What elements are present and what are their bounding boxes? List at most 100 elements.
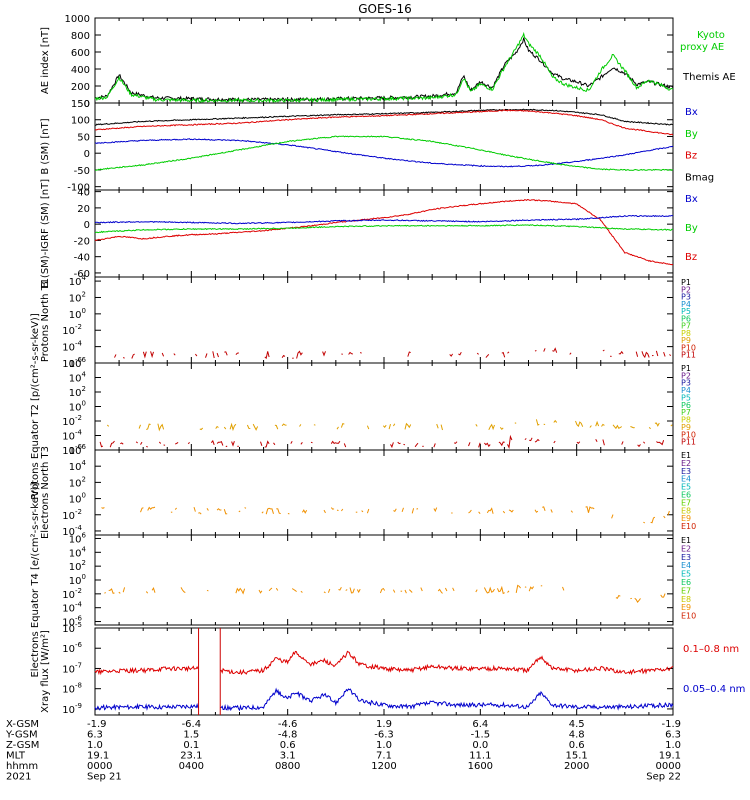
x-row-value: 0800 [275, 761, 300, 772]
y-tick-label: 10-7 [62, 661, 82, 675]
y-axis-label: AE index [nT] [40, 27, 51, 94]
x-row-value: 4.5 [569, 719, 585, 730]
y-tick-label: 102 [69, 559, 86, 573]
legend-entry: Bmag [685, 172, 714, 183]
y-axis-label: B (SM) [nT] [40, 118, 51, 174]
legend-entry: Bz [685, 252, 697, 263]
series-line-11 [99, 434, 665, 450]
y-axis-label: Protons North T1 [40, 278, 51, 362]
legend: Bx By Bz Bmag [685, 107, 714, 183]
x-row-value: -1.5 [471, 730, 491, 741]
legend-entry: P10 [681, 430, 696, 439]
legend-entry: By [685, 223, 698, 234]
y-tick-label: 400 [71, 65, 90, 76]
x-row-label: hhmm [6, 761, 38, 772]
x-row-value: 23.1 [180, 751, 202, 762]
x-row-value: 6.4 [472, 719, 488, 730]
x-row-value: 0.1 [183, 740, 199, 751]
legend-entry: P1 [681, 278, 691, 287]
legend-entry: E5 [681, 570, 691, 579]
y-tick-label: 20 [77, 204, 90, 215]
series-line-1 [95, 108, 674, 126]
x-axis-table: X-GSM -1.9 -6.4 -4.6 1.9 6.4 4.5 -1.9Y-GSM 6.3 1.… [5, 719, 681, 783]
x-row-value: 15.1 [566, 751, 588, 762]
x-row-value: 0000 [656, 761, 681, 772]
panel-frame [94, 449, 674, 536]
legend-entry: P11 [681, 438, 696, 447]
y-tick-label: 106 [69, 443, 87, 457]
x-row-value: 4.8 [569, 730, 585, 741]
x-row-label: MLT [6, 751, 26, 762]
legend-entry: P5 [681, 393, 691, 402]
y-tick-label: 102 [69, 475, 86, 489]
x-row-value: -1.9 [87, 719, 107, 730]
x-row-label: Y-GSM [5, 730, 38, 741]
x-row-value: 6.3 [665, 730, 681, 741]
legend-entry: P4 [681, 300, 691, 309]
legend-entry: E3 [681, 467, 691, 476]
y-tick-label: 1000 [65, 14, 90, 25]
series-line-11 [114, 347, 672, 360]
x-row-value: -6.4 [182, 719, 202, 730]
y-tick-label: 600 [71, 48, 90, 59]
y-axis-label: Xray flux [W/m²] [40, 630, 51, 713]
legend-entry: E8 [681, 506, 691, 515]
legend-entry: P2 [681, 285, 691, 294]
legend-entry: E6 [681, 578, 691, 587]
y-tick-label: 100 [69, 492, 86, 506]
legend-entry: P2 [681, 371, 691, 380]
series-line-3 [94, 224, 673, 234]
panel-frame [94, 276, 674, 364]
y-tick-label: 104 [69, 274, 87, 288]
x-row-value: 1.0 [87, 740, 103, 751]
panel-frame [94, 189, 674, 278]
x-row-label: 2021 [6, 772, 31, 783]
legend-entry: E7 [681, 498, 691, 507]
x-row-value: 19.1 [87, 751, 109, 762]
series-line-9 [102, 507, 673, 523]
legend-entry: E1 [681, 536, 691, 545]
y-tick-label: 40 [77, 188, 90, 199]
legend-entry: P9 [681, 336, 691, 345]
x-row-value: 6.3 [87, 730, 103, 741]
legend-entry: P1 [681, 364, 691, 373]
y-tick-label: 104 [69, 545, 87, 559]
x-row-value: 2000 [564, 761, 589, 772]
y-tick-label: 0 [84, 220, 90, 231]
x-row-value: 1.0 [376, 740, 392, 751]
legend-entry: E9 [681, 514, 691, 523]
legend-entry: P8 [681, 329, 691, 338]
x-row-value: 1.9 [376, 719, 392, 730]
x-row-value: 0.6 [280, 740, 296, 751]
chart-panel-2: 150 100 50 0 -50 -100 B (SM) [nT] Bx By Bz Bmag [40, 99, 714, 194]
y-tick-label: -20 [74, 236, 90, 247]
legend-entry: Kyoto proxy AE [680, 30, 725, 53]
y-tick-label: 0 [84, 99, 90, 110]
legend-entry: E10 [681, 612, 696, 621]
y-tick-label: 10-6 [62, 641, 82, 655]
chart-panel-1: 1000 800 600 400 200 0 AE index [nT] Kyoto proxy… [40, 14, 736, 110]
legend-entry: 0.1–0.8 nm [683, 644, 739, 655]
x-row-value: 3.1 [280, 751, 296, 762]
legend-entry: E7 [681, 586, 691, 595]
legend-entry: P5 [681, 307, 691, 316]
legend: Kyoto proxy AE Themis AE [680, 30, 736, 83]
x-row-label: X-GSM [6, 719, 39, 730]
legend-entry: 0.05–0.4 nm [683, 684, 745, 695]
x-row-value: -4.8 [278, 730, 298, 741]
y-tick-label: 10-5 [62, 621, 82, 635]
legend-entry: P6 [681, 401, 691, 410]
legend-entry: P11 [681, 351, 696, 360]
legend-entry: P3 [681, 293, 691, 302]
legend-entry: Bz [685, 151, 697, 162]
x-row-value: 1.5 [183, 730, 199, 741]
legend-entry: P10 [681, 343, 696, 352]
legend-entry: E8 [681, 595, 691, 604]
legend-entry: E4 [681, 561, 691, 570]
x-row-value: 0000 [87, 761, 112, 772]
legend-entry: E5 [681, 483, 691, 492]
y-tick-label: 104 [69, 459, 87, 473]
